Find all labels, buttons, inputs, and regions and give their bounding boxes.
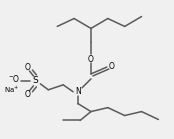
Text: Na$^{+}$: Na$^{+}$ (4, 85, 19, 95)
Text: N: N (75, 87, 81, 96)
Text: O: O (25, 63, 30, 72)
Text: O: O (25, 90, 30, 99)
Text: O: O (109, 62, 115, 70)
Text: $^{-}$O: $^{-}$O (8, 73, 21, 84)
Text: O: O (88, 55, 94, 64)
Text: S: S (33, 76, 38, 85)
